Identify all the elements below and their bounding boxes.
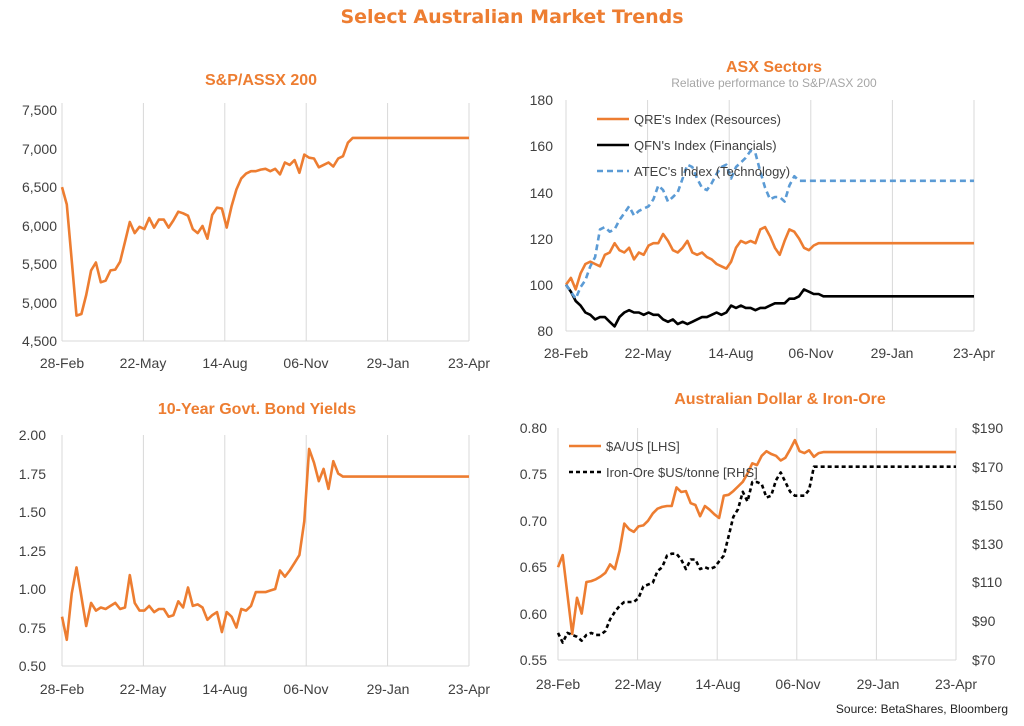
x-tick-label: 23-Apr — [448, 355, 490, 371]
series-line-aud-0 — [556, 438, 956, 636]
aud-ironore-chart: Australian Dollar & Iron-Ore 0.55 0.60 0… — [520, 391, 1004, 692]
legend-label: Iron-Ore $US/tonne [RHS] — [606, 465, 758, 480]
y-tick-label: 4,500 — [22, 333, 57, 349]
x-tick-labels: 28-Feb 22-May 14-Aug 06-Nov 29-Jan 23-Ap… — [536, 676, 978, 692]
y-tick-labels-right: $70 $90 $110 $130 $150 $170 $190 — [972, 420, 1003, 668]
legend-label: QRE's Index (Resources) — [634, 112, 781, 127]
x-tick-label: 29-Jan — [871, 345, 914, 361]
x-tick-label: 23-Apr — [448, 681, 490, 697]
legend: $A/US [LHS] Iron-Ore $US/tonne [RHS] — [569, 439, 758, 480]
y-tick-label: 5,500 — [22, 256, 57, 272]
chart-subtitle: Relative performance to S&P/ASX 200 — [671, 76, 877, 90]
x-tick-label: 29-Jan — [367, 681, 410, 697]
x-tick-labels: 28-Feb 22-May 14-Aug 06-Nov 29-Jan 23-Ap… — [40, 681, 491, 697]
y-tick-label: 0.80 — [520, 420, 547, 436]
y-tick-label: 0.70 — [520, 513, 547, 529]
x-tick-label: 22-May — [625, 345, 672, 361]
gridlines — [61, 435, 470, 667]
x-tick-label: 29-Jan — [857, 676, 900, 692]
y-tick-labels: 0.50 0.75 1.00 1.25 1.50 1.75 2.00 — [19, 427, 46, 674]
y2-tick-label: $190 — [972, 420, 1003, 436]
bond-chart: 10-Year Govt. Bond Yields 0.50 0.75 1.00… — [19, 401, 491, 697]
x-tick-label: 14-Aug — [202, 355, 247, 371]
sectors-chart: ASX Sectors Relative performance to S&P/… — [530, 59, 996, 361]
y-tick-label: 80 — [537, 323, 553, 339]
x-tick-label: 22-May — [615, 676, 662, 692]
series-line-sectors-0 — [564, 225, 974, 291]
y-tick-label: 5,000 — [22, 295, 57, 311]
y-tick-label: 160 — [530, 138, 554, 154]
x-tick-label: 28-Feb — [536, 676, 581, 692]
chart-title: S&P/ASSX 200 — [205, 72, 317, 89]
legend-label: ATEC's Index (Technology) — [634, 164, 790, 179]
source-note: Source: BetaShares, Bloomberg — [835, 702, 1008, 716]
asx200-chart: S&P/ASSX 200 4,500 5,000 5,500 6,000 6,5… — [22, 72, 491, 371]
series-line-aud-1 — [556, 465, 956, 644]
x-tick-label: 06-Nov — [775, 676, 820, 692]
x-tick-label: 28-Feb — [544, 345, 589, 361]
y-tick-label: 1.75 — [19, 466, 46, 482]
y2-tick-label: $130 — [972, 536, 1003, 552]
x-tick-label: 14-Aug — [202, 681, 247, 697]
y-tick-label: 180 — [530, 92, 554, 108]
series-line-bond-0 — [60, 447, 469, 642]
y-tick-label: 1.00 — [19, 581, 46, 597]
y2-tick-label: $90 — [972, 613, 996, 629]
y-tick-label: 140 — [530, 185, 554, 201]
x-tick-label: 06-Nov — [788, 345, 833, 361]
y2-tick-label: $110 — [972, 574, 1002, 590]
gridlines — [565, 100, 975, 332]
series-line-asx200-0 — [60, 136, 469, 317]
x-tick-label: 23-Apr — [953, 345, 995, 361]
chart-title: Australian Dollar & Iron-Ore — [674, 391, 886, 408]
legend-label: QFN's Index (Financials) — [634, 138, 777, 153]
y-tick-label: 6,000 — [22, 218, 57, 234]
x-tick-label: 28-Feb — [40, 355, 85, 371]
y-tick-labels: 80 100 120 140 160 180 — [530, 92, 554, 339]
x-tick-label: 06-Nov — [283, 681, 328, 697]
chart-title: 10-Year Govt. Bond Yields — [158, 401, 356, 418]
y-tick-label: 7,000 — [22, 141, 57, 157]
x-tick-labels: 28-Feb 22-May 14-Aug 06-Nov 29-Jan 23-Ap… — [544, 345, 996, 361]
x-tick-label: 22-May — [120, 355, 167, 371]
y-tick-label: 1.25 — [19, 543, 46, 559]
x-tick-label: 22-May — [120, 681, 167, 697]
y-tick-label: 7,500 — [22, 102, 57, 118]
chart-title: ASX Sectors — [726, 59, 822, 76]
y-tick-label: 0.55 — [520, 652, 547, 668]
y-tick-label: 1.50 — [19, 504, 46, 520]
y-tick-label: 0.75 — [19, 620, 46, 636]
series-line-sectors-1 — [564, 284, 974, 328]
y-tick-labels: 4,500 5,000 5,500 6,000 6,500 7,000 7,50… — [22, 102, 57, 349]
y-tick-labels-left: 0.55 0.60 0.65 0.70 0.75 0.80 — [520, 420, 547, 668]
x-tick-label: 29-Jan — [367, 355, 410, 371]
y-tick-label: 0.65 — [520, 559, 547, 575]
x-tick-label: 14-Aug — [695, 676, 740, 692]
y-tick-label: 0.75 — [520, 466, 547, 482]
y2-tick-label: $170 — [972, 459, 1003, 475]
gridlines — [61, 103, 470, 342]
y-tick-label: 2.00 — [19, 427, 46, 443]
y-tick-label: 100 — [530, 277, 554, 293]
page-title: Select Australian Market Trends — [340, 6, 684, 28]
x-tick-labels: 28-Feb 22-May 14-Aug 06-Nov 29-Jan 23-Ap… — [40, 355, 491, 371]
x-tick-label: 14-Aug — [708, 345, 753, 361]
y-tick-label: 0.60 — [520, 606, 547, 622]
y-tick-label: 6,500 — [22, 179, 57, 195]
legend: QRE's Index (Resources) QFN's Index (Fin… — [597, 112, 790, 179]
y2-tick-label: $150 — [972, 497, 1003, 513]
y2-tick-label: $70 — [972, 652, 996, 668]
x-tick-label: 28-Feb — [40, 681, 85, 697]
y-tick-label: 0.50 — [19, 658, 46, 674]
x-tick-label: 06-Nov — [283, 355, 328, 371]
y-tick-label: 120 — [530, 231, 554, 247]
legend-label: $A/US [LHS] — [606, 439, 680, 454]
x-tick-label: 23-Apr — [935, 676, 977, 692]
